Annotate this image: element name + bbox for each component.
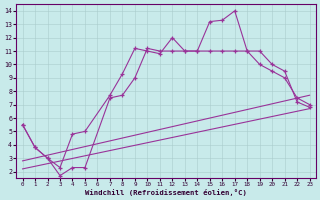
- X-axis label: Windchill (Refroidissement éolien,°C): Windchill (Refroidissement éolien,°C): [85, 189, 247, 196]
